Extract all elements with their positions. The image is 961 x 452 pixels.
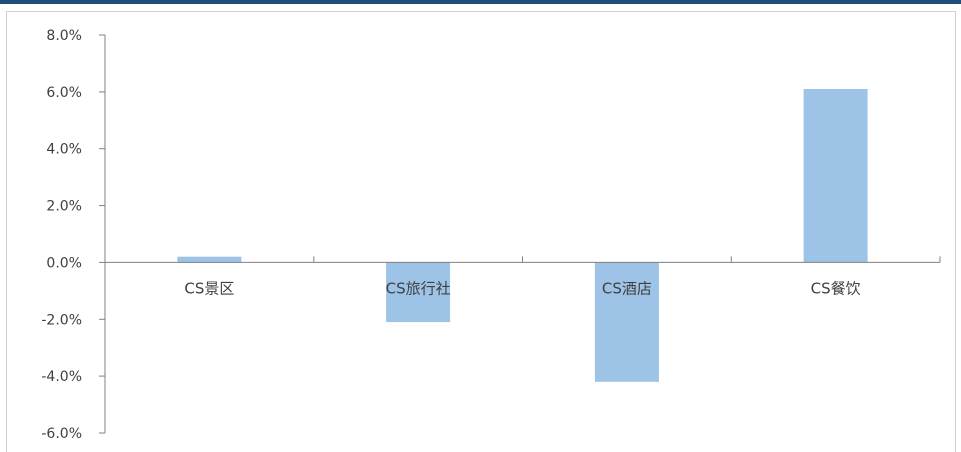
x-category-label: CS旅行社: [386, 279, 451, 297]
y-tick-label: 6.0%: [46, 85, 82, 101]
chart-frame: [6, 11, 956, 452]
y-tick-label: 2.0%: [46, 199, 82, 215]
bar-4: [803, 89, 868, 263]
y-tick-label: -6.0%: [41, 426, 82, 442]
y-tick-label: 0.0%: [46, 255, 82, 271]
header-accent-bar: [0, 0, 961, 4]
bar-3: [594, 262, 659, 382]
y-tick-label: 8.0%: [46, 28, 82, 44]
x-category-label: CS酒店: [602, 279, 652, 297]
x-category-label: CS景区: [184, 279, 234, 297]
x-category-label: CS餐饮: [811, 279, 861, 297]
y-tick-label: -2.0%: [41, 312, 82, 328]
bar-2: [386, 262, 451, 323]
y-tick-label: 4.0%: [46, 142, 82, 158]
bar-1: [177, 256, 242, 263]
y-tick-label: -4.0%: [41, 369, 82, 385]
